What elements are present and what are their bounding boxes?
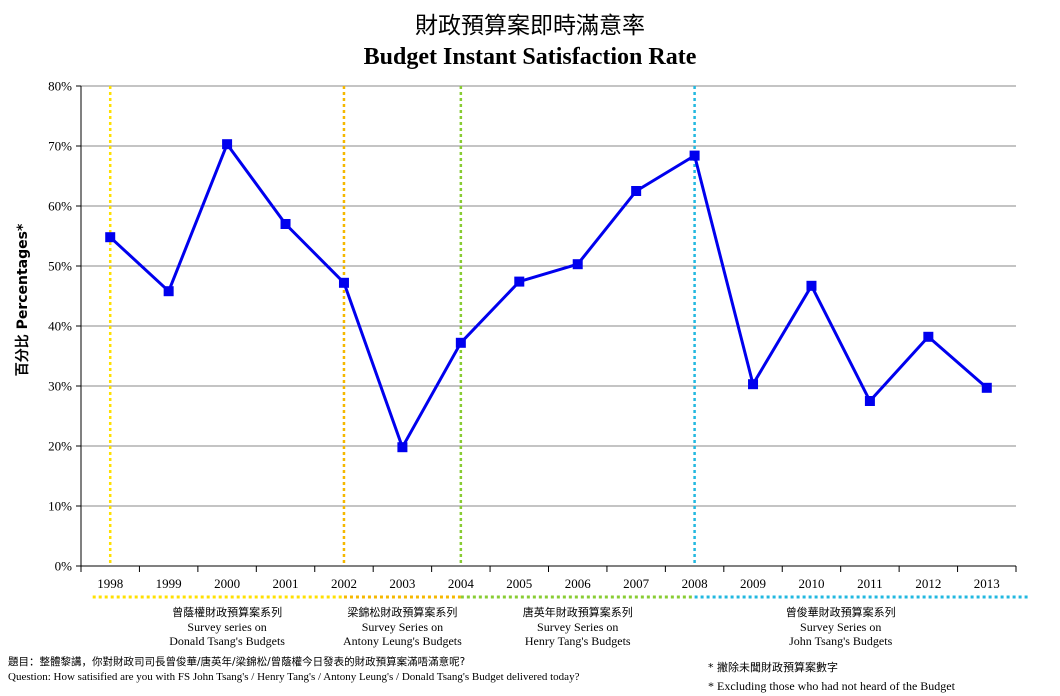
- vertical-markers: [108, 86, 696, 566]
- x-tick-label: 2013: [974, 576, 1000, 591]
- series-label-english-line1: Survey Series on: [361, 620, 444, 634]
- y-tick-label: 50%: [48, 259, 72, 274]
- series-label-henry: 唐英年財政預算案系列 Survey Series on Henry Tang's…: [523, 606, 633, 648]
- series-label-english-line1: Survey series on: [187, 620, 267, 634]
- series-label-english-line2: Donald Tsang's Budgets: [169, 634, 285, 648]
- footnote-english: * Excluding those who had not heard of t…: [708, 679, 955, 693]
- series-label-english-line2: Henry Tang's Budgets: [524, 634, 631, 648]
- x-tick-label: 2012: [915, 576, 941, 591]
- series-label-english-line2: Antony Leung's Budgets: [342, 634, 462, 648]
- y-tick-label: 70%: [48, 139, 72, 154]
- data-point-2007: [631, 186, 642, 196]
- x-tick-label: 2009: [740, 576, 766, 591]
- y-tick-label: 0%: [55, 559, 73, 574]
- data-point-2012: [923, 331, 934, 342]
- data-point-2004: [455, 337, 466, 348]
- data-point-2013: [981, 382, 992, 393]
- data-point-2010: [806, 280, 817, 291]
- x-tick-label: 2003: [389, 576, 415, 591]
- data-point-2001: [280, 219, 291, 229]
- survey-question: 題目：整體黎講，你對財政司司長曾俊華/唐英年/梁錦松/曾蔭權今日發表的財政預算案…: [8, 655, 579, 685]
- x-tick-label: 2004: [448, 576, 475, 591]
- data-point-1999: [163, 286, 174, 297]
- data-point-2003: [397, 442, 408, 453]
- series-label-chinese: 唐英年財政預算案系列: [522, 606, 633, 619]
- data-point-2000: [222, 139, 233, 150]
- y-tick-label: 10%: [48, 499, 72, 514]
- survey-question-chinese: 題目：整體黎講，你對財政司司長曾俊華/唐英年/梁錦松/曾蔭權今日發表的財政預算案…: [8, 656, 466, 668]
- series-label-chinese: 曾俊華財政預算案系列: [785, 606, 896, 619]
- series-label-antony: 梁錦松財政預算案系列 Survey Series on Antony Leung…: [343, 606, 462, 648]
- y-tick-label: 40%: [48, 319, 72, 334]
- series-line-layer: [109, 142, 988, 449]
- series-label-english-line1: Survey Series on: [800, 620, 882, 634]
- data-point-2005: [514, 276, 525, 287]
- y-tick-label: 60%: [48, 199, 72, 214]
- data-point-1998: [105, 232, 116, 243]
- chart-title-english: Budget Instant Satisfaction Rate: [363, 44, 697, 70]
- x-tick-label: 1998: [97, 576, 123, 591]
- survey-question-english: Question: How satisified are you with FS…: [8, 671, 580, 683]
- data-point-2006: [572, 259, 583, 270]
- data-point-2002: [338, 277, 349, 288]
- series-label-chinese: 梁錦松財政預算案系列: [347, 606, 458, 619]
- series-label-chinese: 曾蔭權財政預算案系列: [172, 606, 283, 619]
- x-tick-label: 2002: [331, 576, 357, 591]
- series-line: [109, 142, 988, 449]
- x-tick-label: 2011: [857, 576, 883, 591]
- series-label-donald: 曾蔭權財政預算案系列 Survey series on Donald Tsang…: [169, 606, 285, 648]
- data-points: [105, 139, 992, 453]
- x-tick-label: 2005: [506, 576, 532, 591]
- x-tick-label: 2007: [623, 576, 650, 591]
- x-tick-label: 1999: [156, 576, 182, 591]
- x-tick-label: 2006: [565, 576, 592, 591]
- gridlines: [81, 85, 1016, 567]
- footnote: * 撇除未聞財政預算案數字 * Excluding those who had …: [708, 658, 955, 696]
- series-label-english-line2: John Tsang's Budgets: [789, 634, 893, 648]
- data-point-2011: [864, 396, 875, 406]
- x-tick-label: 2010: [798, 576, 824, 591]
- x-tick-label: 2001: [273, 576, 299, 591]
- x-tick-label: 2000: [214, 576, 240, 591]
- x-tick-label: 2008: [682, 576, 708, 591]
- y-tick-label: 80%: [48, 79, 72, 94]
- chart-title-chinese: 財政預算案即時滿意率: [415, 13, 645, 39]
- y-tick-label: 30%: [48, 379, 72, 394]
- data-point-2009: [748, 379, 759, 390]
- series-label-english-line1: Survey Series on: [537, 620, 619, 634]
- axes: 0% 10% 20% 30% 40% 50% 60% 70% 80% 1998 1999 2000 20…: [48, 79, 1017, 591]
- data-point-2008: [689, 150, 700, 161]
- y-tick-label: 20%: [48, 439, 72, 454]
- series-label-john: 曾俊華財政預算案系列 Survey Series on John Tsang's…: [786, 606, 896, 648]
- footnote-chinese: * 撇除未聞財政預算案數字: [708, 661, 838, 674]
